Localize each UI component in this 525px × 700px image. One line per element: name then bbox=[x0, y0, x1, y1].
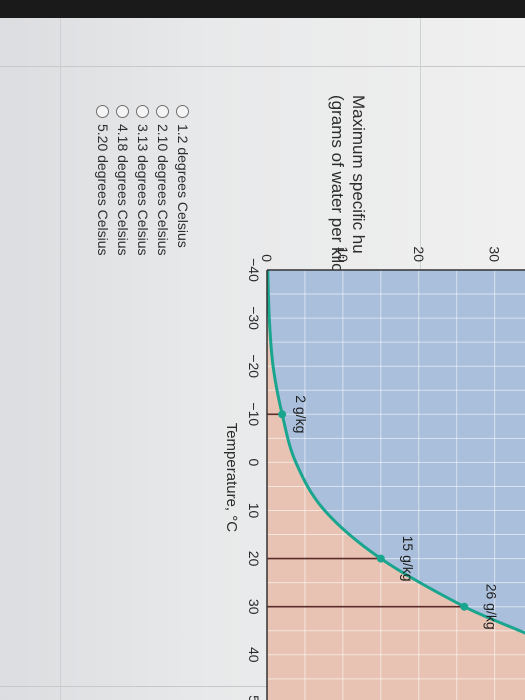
x-tick-label: −10 bbox=[246, 402, 262, 426]
option-1[interactable]: 1.2 degrees Celsius bbox=[173, 105, 193, 256]
option-label: 2.10 degrees Celsius bbox=[155, 124, 171, 256]
option-2[interactable]: 2.10 degrees Celsius bbox=[153, 105, 173, 256]
option-5[interactable]: 5.20 degrees Celsius bbox=[93, 105, 113, 256]
radio-icon[interactable] bbox=[156, 105, 170, 118]
option-label: 3.13 degrees Celsius bbox=[135, 124, 151, 256]
x-axis-label: Temperature, °C bbox=[223, 423, 240, 533]
option-3[interactable]: 3.13 degrees Celsius bbox=[133, 105, 153, 256]
x-tick-label: 40 bbox=[246, 647, 262, 663]
x-tick-label: 30 bbox=[246, 599, 262, 615]
option-label: 5.20 degrees Celsius bbox=[95, 124, 111, 256]
plot-area bbox=[267, 270, 525, 700]
radio-icon[interactable] bbox=[176, 105, 190, 118]
x-tick-label: 50 bbox=[246, 695, 262, 700]
answer-options: 1.2 degrees Celsius 2.10 degrees Celsius… bbox=[93, 105, 193, 256]
x-tick-label: 10 bbox=[246, 503, 262, 519]
option-4[interactable]: 4.18 degrees Celsius bbox=[113, 105, 133, 256]
option-label: 4.18 degrees Celsius bbox=[115, 124, 131, 256]
rule-line bbox=[0, 66, 525, 67]
option-label: 1.2 degrees Celsius bbox=[175, 124, 191, 248]
y-tick-label: 0 bbox=[259, 254, 275, 262]
annotation-label-2: 15 g/kg bbox=[400, 536, 416, 582]
y-tick-label: 20 bbox=[411, 246, 427, 262]
rule-line bbox=[0, 686, 525, 687]
x-tick-label: −40 bbox=[246, 258, 262, 282]
marker-point-1 bbox=[278, 410, 287, 419]
rule-line bbox=[60, 18, 61, 700]
x-tick-label: 0 bbox=[246, 459, 262, 467]
x-tick-label: −30 bbox=[246, 306, 262, 330]
marker-point-2 bbox=[376, 554, 385, 563]
x-tick-label: 20 bbox=[246, 551, 262, 567]
annotation-label-3: 26 g/kg bbox=[483, 584, 499, 630]
radio-icon[interactable] bbox=[136, 105, 150, 118]
x-tick-label: −20 bbox=[246, 354, 262, 378]
radio-icon[interactable] bbox=[116, 105, 130, 118]
y-tick-label: 10 bbox=[335, 246, 351, 262]
y-tick-label: 30 bbox=[487, 246, 503, 262]
humidity-curve bbox=[267, 270, 525, 700]
annotation-label-1: 2 g/kg bbox=[293, 395, 309, 433]
radio-icon[interactable] bbox=[96, 105, 110, 118]
marker-point-3 bbox=[460, 602, 469, 611]
